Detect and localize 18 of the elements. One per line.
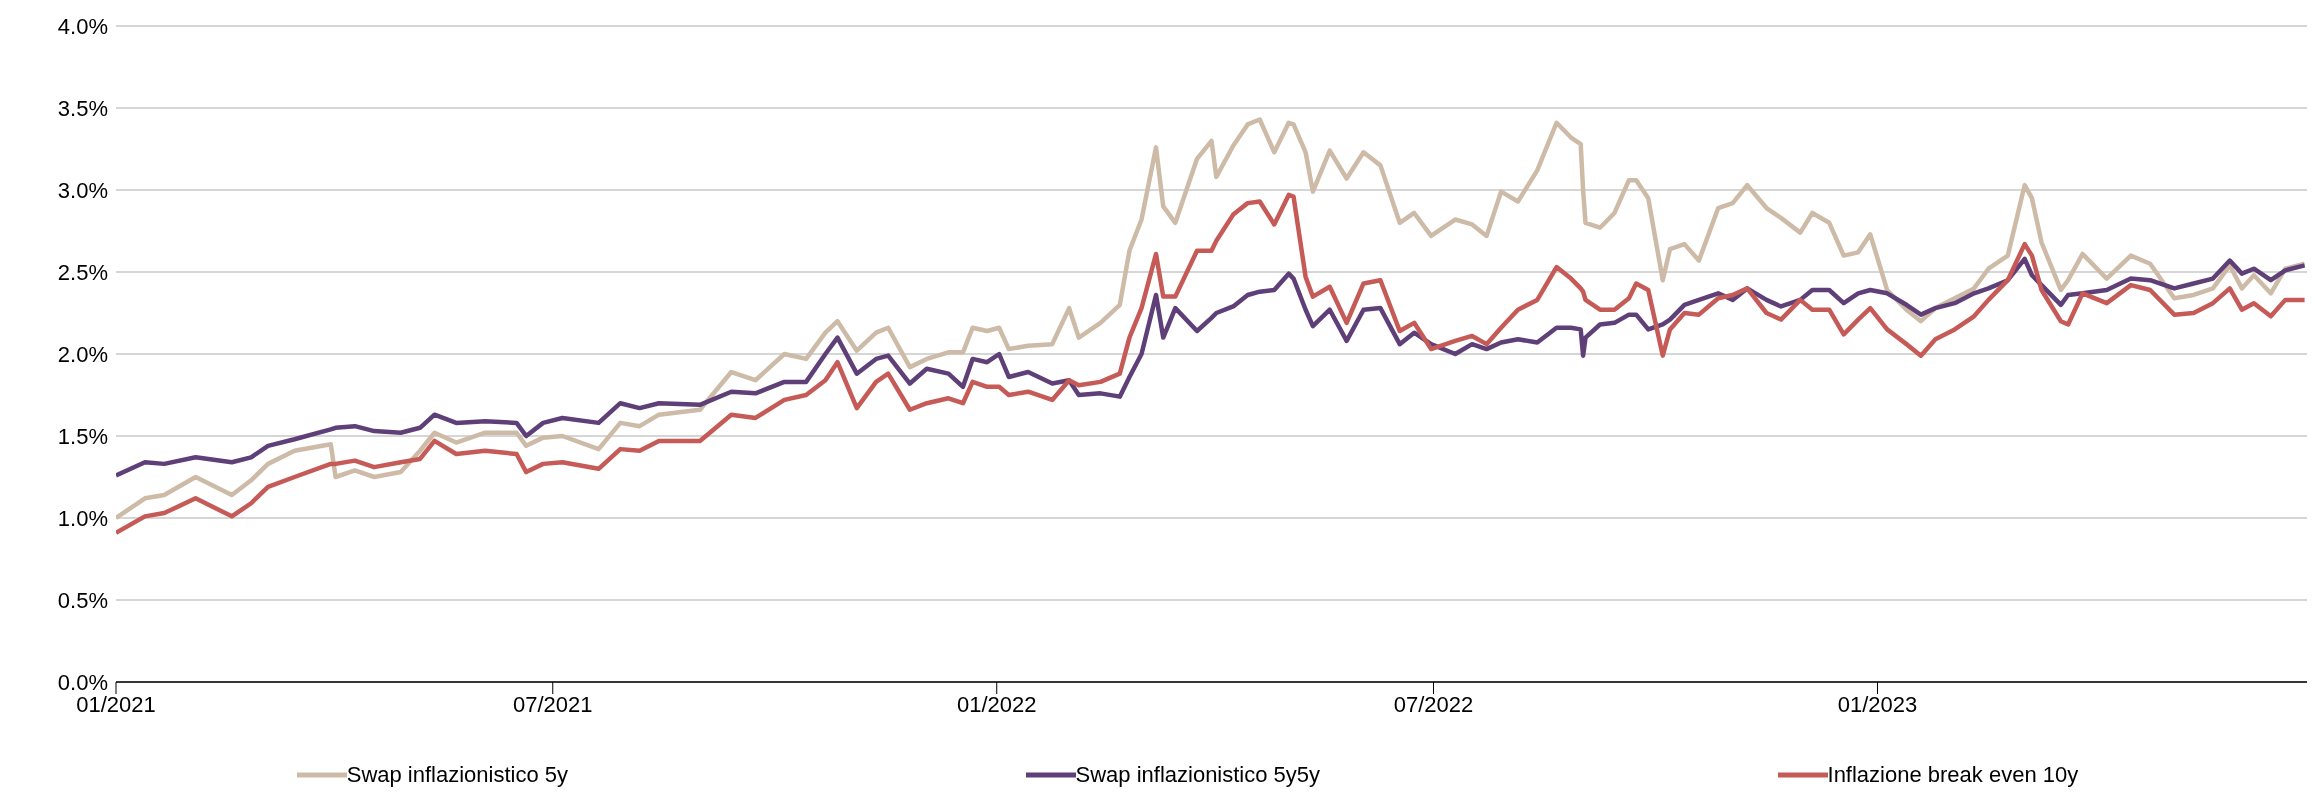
y-tick-label: 4.0% (57, 13, 108, 39)
legend-label: Swap inflazionistico 5y (345, 762, 569, 788)
y-tick-label: 2.0% (57, 341, 108, 367)
y-tick-label: 2.5% (57, 259, 108, 285)
legend-label: Swap inflazionistico 5y5y (1074, 762, 1321, 788)
line-series (116, 192, 2307, 536)
legend-label: Inflazione break even 10y (1826, 762, 2079, 788)
y-tick-label: 0.5% (57, 587, 108, 613)
x-tick-label: 07/2021 (512, 691, 593, 717)
x-tick-label: 07/2022 (1393, 691, 1474, 717)
line-series (116, 117, 2307, 521)
line-series (116, 256, 2307, 478)
y-tick-label: 3.0% (57, 177, 108, 203)
x-tick-label: 01/2022 (956, 691, 1037, 717)
y-tick-label: 3.5% (57, 95, 108, 121)
y-tick-label: 1.0% (57, 505, 108, 531)
y-tick-label: 1.5% (57, 423, 108, 449)
x-tick-label: 01/2023 (1837, 691, 1918, 717)
